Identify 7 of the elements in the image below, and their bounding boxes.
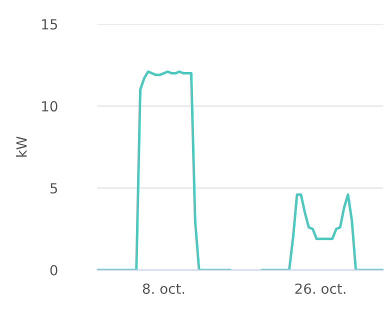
y-tick-label: 5 [50, 183, 58, 194]
y-axis-title: kW [16, 136, 27, 157]
y-tick-label: 10 [42, 101, 58, 112]
x-tick-label: 8. oct. [142, 283, 184, 294]
x-tick-label: 26. oct. [295, 283, 346, 294]
y-tick-label: 0 [50, 264, 58, 276]
y-tick-label: 15 [42, 19, 58, 30]
